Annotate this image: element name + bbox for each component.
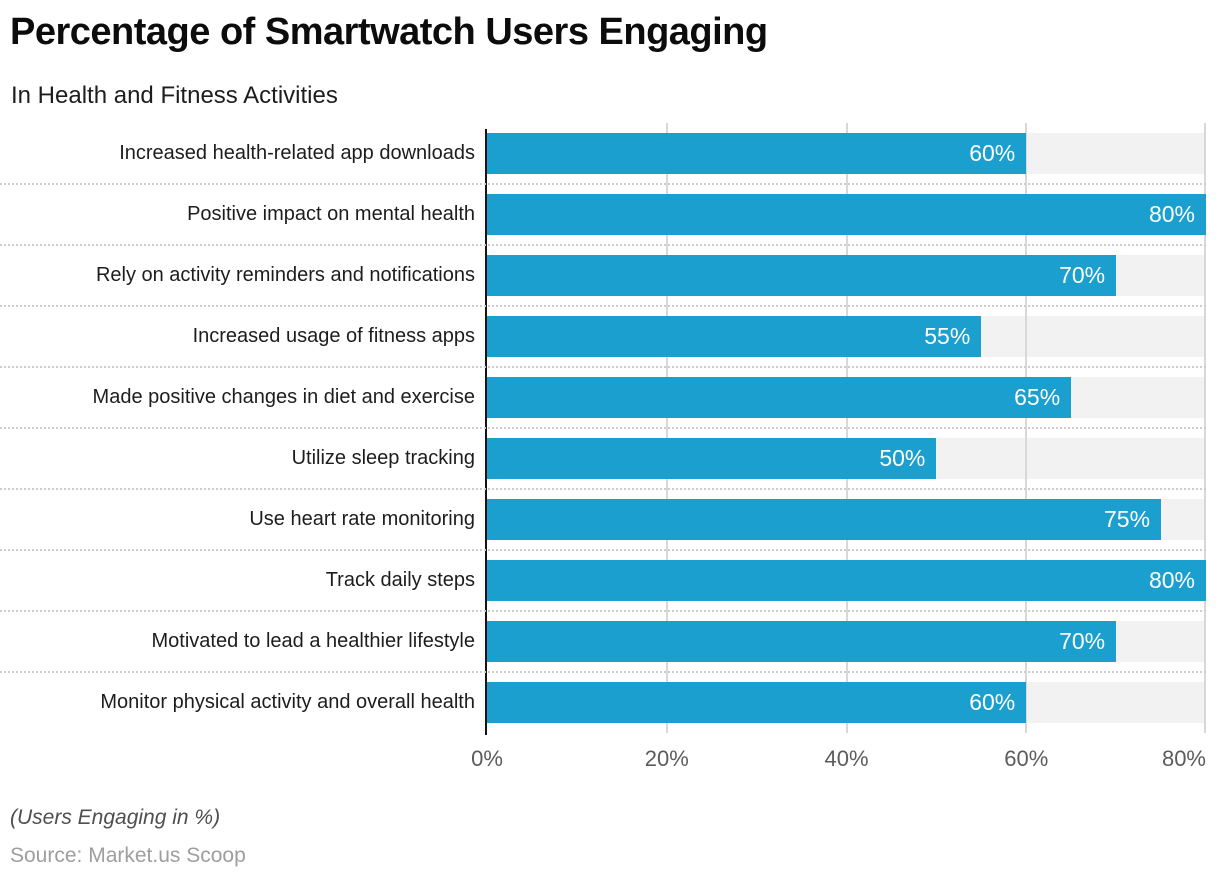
axis-note: (Users Engaging in %) bbox=[10, 806, 221, 829]
bar-value-label: 80% bbox=[1148, 201, 1195, 227]
bar: 65% bbox=[487, 377, 1072, 418]
bar: 50% bbox=[487, 438, 937, 479]
bar-value-label: 60% bbox=[969, 689, 1016, 715]
x-tick-label: 40% bbox=[824, 746, 869, 771]
bar-track: 80% bbox=[487, 194, 1206, 235]
bar: 80% bbox=[487, 194, 1206, 235]
category-label: Positive impact on mental health bbox=[187, 203, 475, 225]
bar-row: Positive impact on mental health 80% bbox=[0, 184, 1206, 245]
bar: 80% bbox=[487, 560, 1206, 601]
x-tick-label: 60% bbox=[1004, 746, 1049, 771]
x-tick-label: 80% bbox=[1161, 746, 1206, 771]
bar-value-label: 70% bbox=[1059, 262, 1106, 288]
category-label: Increased health-related app downloads bbox=[119, 142, 475, 164]
bar-row: Track daily steps 80% bbox=[0, 550, 1206, 611]
bar-value-label: 80% bbox=[1148, 567, 1195, 593]
bar-track: 80% bbox=[487, 560, 1206, 601]
bar-track: 60% bbox=[487, 682, 1206, 723]
bar-row: Increased health-related app downloads 6… bbox=[0, 123, 1206, 184]
bar-value-label: 70% bbox=[1059, 628, 1106, 654]
bar-track: 50% bbox=[487, 438, 1206, 479]
chart-subtitle: In Health and Fitness Activities bbox=[11, 82, 338, 109]
x-tick-label: 20% bbox=[644, 746, 689, 771]
bar-row: Made positive changes in diet and exerci… bbox=[0, 367, 1206, 428]
category-label: Utilize sleep tracking bbox=[291, 447, 475, 469]
bar-row: Monitor physical activity and overall he… bbox=[0, 672, 1206, 733]
category-label: Track daily steps bbox=[325, 569, 475, 591]
bar: 60% bbox=[487, 682, 1027, 723]
bar-value-label: 75% bbox=[1104, 506, 1151, 532]
bar: 70% bbox=[487, 621, 1117, 662]
bar-row: Increased usage of fitness apps 55% bbox=[0, 306, 1206, 367]
chart-title: Percentage of Smartwatch Users Engaging bbox=[10, 11, 768, 53]
bar-rows: Increased health-related app downloads 6… bbox=[0, 123, 1206, 735]
bar-track: 70% bbox=[487, 255, 1206, 296]
bar-track: 70% bbox=[487, 621, 1206, 662]
bar-value-label: 60% bbox=[969, 140, 1016, 166]
y-axis-line bbox=[485, 129, 487, 735]
bar: 70% bbox=[487, 255, 1117, 296]
category-label: Increased usage of fitness apps bbox=[192, 325, 475, 347]
bar-row: Utilize sleep tracking 50% bbox=[0, 428, 1206, 489]
bar-row: Motivated to lead a healthier lifestyle … bbox=[0, 611, 1206, 672]
bar-row: Use heart rate monitoring 75% bbox=[0, 489, 1206, 550]
bar: 55% bbox=[487, 316, 982, 357]
bar-value-label: 50% bbox=[879, 445, 926, 471]
source-credit: Source: Market.us Scoop bbox=[10, 844, 246, 867]
category-label: Motivated to lead a healthier lifestyle bbox=[151, 630, 475, 652]
category-label: Made positive changes in diet and exerci… bbox=[92, 386, 475, 408]
bar-row: Rely on activity reminders and notificat… bbox=[0, 245, 1206, 306]
bar: 75% bbox=[487, 499, 1162, 540]
bar-track: 55% bbox=[487, 316, 1206, 357]
bar-track: 65% bbox=[487, 377, 1206, 418]
bar-track: 60% bbox=[487, 133, 1206, 174]
category-label: Monitor physical activity and overall he… bbox=[100, 691, 475, 713]
bar-value-label: 65% bbox=[1014, 384, 1061, 410]
x-tick-label: 0% bbox=[471, 746, 503, 771]
category-label: Rely on activity reminders and notificat… bbox=[95, 264, 475, 286]
bar-track: 75% bbox=[487, 499, 1206, 540]
category-label: Use heart rate monitoring bbox=[249, 508, 475, 530]
bar-value-label: 55% bbox=[924, 323, 971, 349]
x-axis: 0% 20% 40% 60% 80% bbox=[0, 746, 1220, 776]
bar: 60% bbox=[487, 133, 1027, 174]
